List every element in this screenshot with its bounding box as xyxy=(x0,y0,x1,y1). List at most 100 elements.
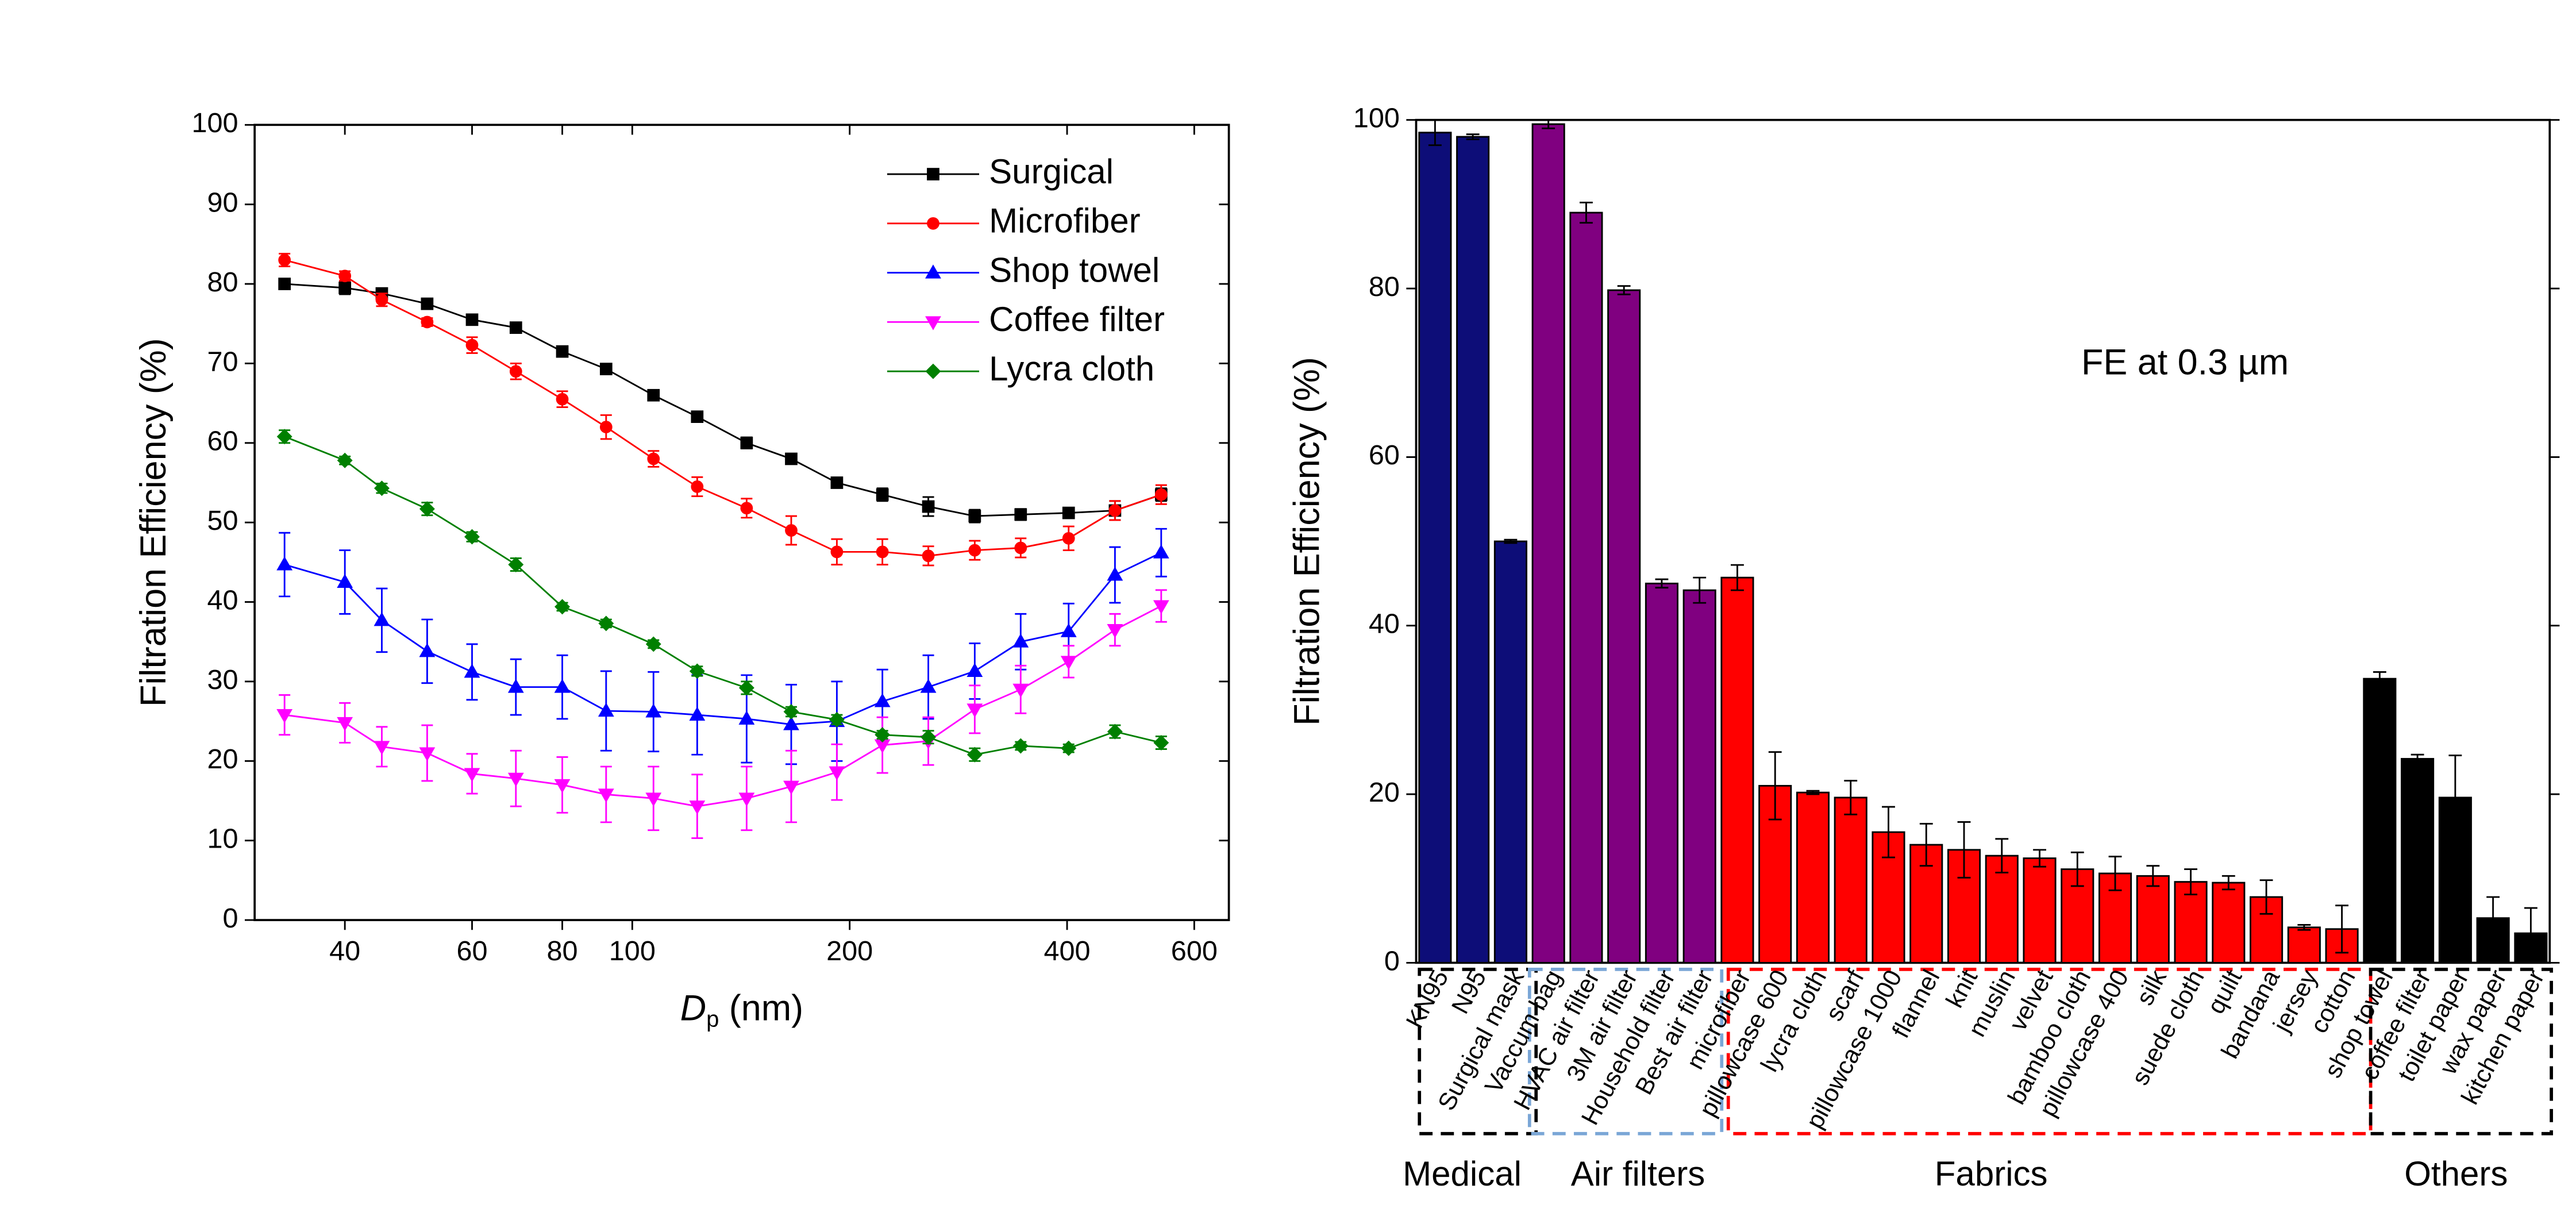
error-bar xyxy=(1504,538,1518,544)
y-tick-label: 60 xyxy=(207,426,238,457)
marker xyxy=(1060,623,1077,637)
marker xyxy=(785,452,798,465)
legend-label: Surgical xyxy=(989,152,1114,191)
error-bar xyxy=(2335,904,2349,954)
marker xyxy=(421,315,434,329)
marker xyxy=(599,421,613,433)
marker xyxy=(373,612,390,626)
bar xyxy=(2401,758,2435,964)
marker xyxy=(556,345,569,358)
marker xyxy=(1062,506,1075,519)
marker xyxy=(783,704,799,719)
marker xyxy=(691,480,704,493)
error-bar xyxy=(1731,564,1744,591)
error-bar xyxy=(1882,806,1895,859)
marker xyxy=(507,679,524,693)
error-bar xyxy=(1768,751,1782,821)
marker xyxy=(464,664,480,678)
marker xyxy=(783,780,799,795)
error-bar xyxy=(1428,119,1442,147)
bar xyxy=(1569,211,1603,964)
marker xyxy=(464,529,480,545)
y-tick-label: 100 xyxy=(1353,103,1400,134)
error-bar xyxy=(1466,133,1480,140)
y-tick-label: 10 xyxy=(207,823,238,855)
marker xyxy=(967,746,983,763)
plot-frame xyxy=(1415,118,2551,964)
marker xyxy=(337,452,353,468)
bar xyxy=(1493,540,1527,964)
bar xyxy=(1682,589,1716,964)
marker xyxy=(338,270,352,283)
y-tick-label: 60 xyxy=(1369,440,1400,471)
y-tick-label: 50 xyxy=(207,505,238,536)
bar xyxy=(1531,123,1565,964)
legend-marker xyxy=(925,264,941,279)
group-box xyxy=(1418,967,1538,1136)
y-tick-label: 0 xyxy=(1384,945,1400,976)
marker xyxy=(738,710,755,725)
error-bar xyxy=(2411,753,2424,764)
marker xyxy=(875,727,891,743)
marker xyxy=(647,388,660,402)
marker xyxy=(598,702,614,717)
error-bar xyxy=(2259,879,2273,915)
marker xyxy=(1107,567,1123,581)
error-bar xyxy=(1655,578,1669,589)
marker xyxy=(276,556,293,571)
y-tick-label: 100 xyxy=(191,107,238,138)
x-label-symbol: D xyxy=(680,988,706,1028)
marker xyxy=(556,392,569,406)
marker xyxy=(276,709,293,723)
group-box xyxy=(2369,967,2553,1136)
marker xyxy=(508,557,524,572)
error-bar xyxy=(1919,822,1933,867)
bar xyxy=(2287,926,2321,964)
series-line xyxy=(284,605,1162,807)
marker xyxy=(554,779,571,794)
group-box xyxy=(1527,967,1724,1136)
error-bar xyxy=(1957,821,1971,879)
error-bar xyxy=(2184,868,2197,896)
x-tick-label: KN95 xyxy=(1401,965,1454,1033)
marker xyxy=(419,501,435,517)
marker xyxy=(691,410,704,424)
marker xyxy=(738,792,755,807)
series-line xyxy=(284,259,1162,557)
error-bar xyxy=(1617,285,1631,295)
marker xyxy=(689,663,705,679)
marker xyxy=(599,363,613,375)
error-bar xyxy=(2146,865,2160,887)
plot-frame xyxy=(253,124,1230,921)
marker xyxy=(338,282,352,294)
marker xyxy=(1107,623,1123,638)
bar xyxy=(2174,881,2208,964)
marker xyxy=(968,510,981,522)
x-axis-label: Dp (nm) xyxy=(680,988,803,1031)
error-bar xyxy=(2221,875,2235,891)
x-tick-label: 200 xyxy=(826,936,873,967)
marker xyxy=(1061,740,1077,756)
marker xyxy=(375,293,388,306)
bar xyxy=(2023,857,2057,964)
marker xyxy=(830,476,844,489)
error-bar xyxy=(2297,923,2311,931)
bar xyxy=(2212,882,2246,964)
marker xyxy=(507,772,524,787)
marker xyxy=(783,716,799,730)
y-tick-label: 0 xyxy=(223,903,238,934)
marker xyxy=(419,747,436,761)
marker xyxy=(689,706,706,721)
marker xyxy=(829,711,845,728)
marker xyxy=(740,436,753,449)
x-tick-label: 40 xyxy=(329,936,360,967)
marker xyxy=(1060,656,1077,670)
marker xyxy=(1154,488,1168,501)
marker xyxy=(419,643,436,657)
error-bar xyxy=(1693,576,1707,604)
bar xyxy=(1456,136,1490,964)
marker xyxy=(374,480,390,496)
series-line xyxy=(284,283,1162,517)
